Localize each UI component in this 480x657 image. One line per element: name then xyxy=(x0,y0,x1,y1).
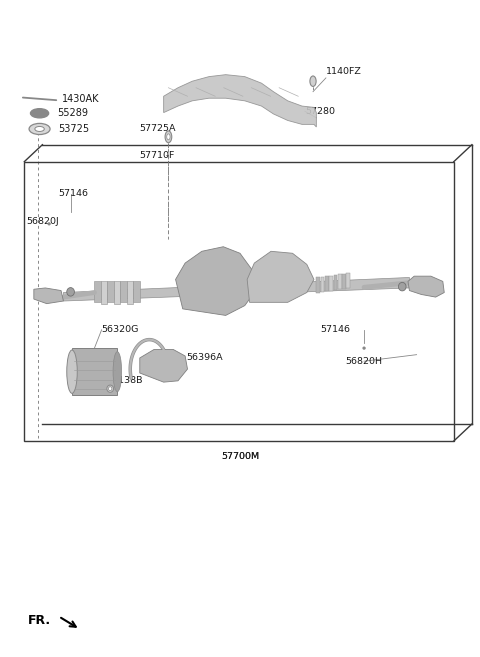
Text: 57725A: 57725A xyxy=(139,124,175,133)
Polygon shape xyxy=(95,281,101,302)
Ellipse shape xyxy=(67,350,77,394)
Polygon shape xyxy=(316,277,320,292)
Text: 57710F: 57710F xyxy=(140,150,175,160)
Text: 57700M: 57700M xyxy=(221,451,259,461)
Text: 57700M: 57700M xyxy=(221,451,259,461)
Polygon shape xyxy=(127,281,133,304)
Text: 1140FZ: 1140FZ xyxy=(326,67,362,76)
Ellipse shape xyxy=(362,346,366,350)
Polygon shape xyxy=(101,281,108,304)
Ellipse shape xyxy=(67,288,74,296)
Ellipse shape xyxy=(31,108,48,118)
Polygon shape xyxy=(347,273,350,288)
Polygon shape xyxy=(408,276,444,297)
Text: 57146: 57146 xyxy=(59,189,89,198)
Polygon shape xyxy=(325,276,329,291)
Ellipse shape xyxy=(310,76,316,87)
Ellipse shape xyxy=(108,387,112,391)
Ellipse shape xyxy=(35,126,44,131)
Ellipse shape xyxy=(107,385,114,392)
Polygon shape xyxy=(140,350,188,382)
Text: 57280: 57280 xyxy=(305,107,335,116)
Text: 53725: 53725 xyxy=(59,124,90,134)
Polygon shape xyxy=(114,281,120,304)
Text: 56820H: 56820H xyxy=(345,357,382,366)
Text: 57146: 57146 xyxy=(320,325,350,334)
Text: 56820J: 56820J xyxy=(26,217,59,227)
Text: FR.: FR. xyxy=(28,614,51,627)
Polygon shape xyxy=(63,277,409,301)
Ellipse shape xyxy=(165,131,172,143)
Polygon shape xyxy=(338,274,342,289)
Ellipse shape xyxy=(167,134,170,140)
Ellipse shape xyxy=(29,124,50,135)
Text: 55289: 55289 xyxy=(57,108,88,118)
Polygon shape xyxy=(34,288,63,304)
Polygon shape xyxy=(334,275,337,290)
Polygon shape xyxy=(133,281,140,302)
Ellipse shape xyxy=(398,283,406,291)
Polygon shape xyxy=(120,281,127,302)
Text: 56320G: 56320G xyxy=(102,325,139,334)
Ellipse shape xyxy=(113,351,121,392)
Polygon shape xyxy=(164,75,316,127)
Text: 57138B: 57138B xyxy=(107,376,143,386)
Polygon shape xyxy=(247,251,314,302)
Polygon shape xyxy=(176,247,254,315)
Polygon shape xyxy=(108,281,114,302)
Polygon shape xyxy=(329,275,333,290)
Ellipse shape xyxy=(48,222,51,225)
Text: 1430AK: 1430AK xyxy=(62,94,99,104)
Polygon shape xyxy=(321,277,324,292)
Text: 56396A: 56396A xyxy=(187,353,223,363)
Bar xyxy=(72,348,117,396)
Polygon shape xyxy=(342,273,346,288)
